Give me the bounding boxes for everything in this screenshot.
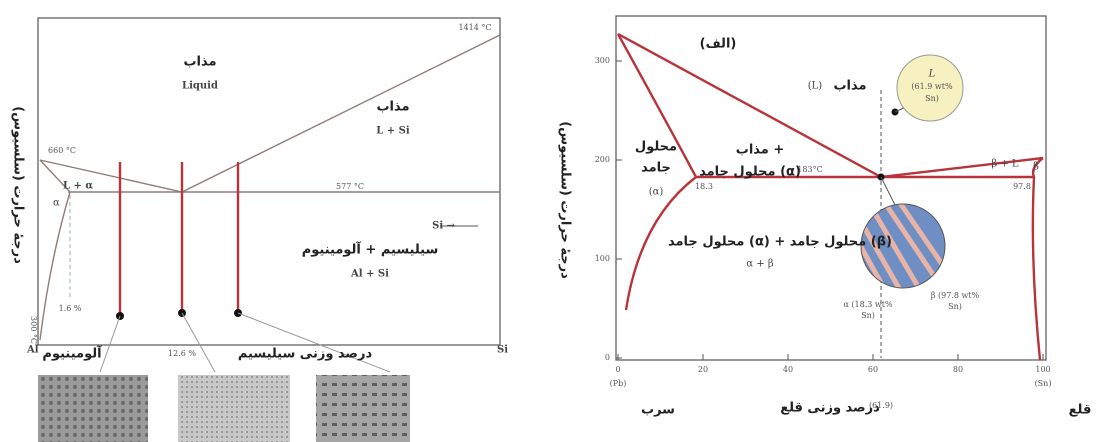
left-diagram-label: L + Si [376,126,410,137]
right-diagram-label: درصد وزنی قلع [780,401,880,416]
right-diagram-phase-line: 0 100 200 300 0 20 40 60 80 100 [595,56,1051,374]
right-diagram-label: جامد [641,161,671,176]
right-diagram-label: (الف) [700,37,737,52]
right-diagram-label: محلول جامد (α) [699,165,801,180]
right-diagram-panel [615,15,1047,361]
y-tick-label: 100 [595,254,610,263]
left-diagram-label: 1.6 % [59,304,82,313]
right-diagram-phase-line [1031,157,1044,361]
x-tick-label: 100 [1035,365,1050,374]
left-diagram-label: 1414 °C [458,23,491,32]
y-tick-label: 0 [605,353,610,362]
left-diagram-label: درصد وزنی سیلیسیم [238,347,373,362]
right-diagram-label: محلول جامد (α) + محلول جامد (β) [668,235,892,250]
right-diagram-label: (61.9) [869,401,893,410]
left-diagram-phase-line [99,315,121,373]
left-diagram-panel [37,17,501,346]
right-diagram-phase-line [880,176,896,206]
x-tick-label: 0 [615,365,620,374]
left-diagram-label: مذاب [376,100,409,115]
right-diagram-label: مذاب + [736,143,785,158]
left-diagram-panel [178,375,290,442]
right-diagram-label: 97.8 [1013,182,1031,191]
left-diagram-label: مذاب [183,55,216,70]
x-tick-label: 60 [868,365,878,374]
left-diagram-panel [316,375,410,442]
left-diagram-label: آلومینیوم [42,345,102,362]
left-diagram-phase-line [181,312,216,373]
right-diagram-label: α (18.3 wt% [843,300,892,309]
left-diagram-label: 300 °C [29,316,38,344]
right-diagram-label: درجهٔ حرارت (سلسیوس) [558,121,573,279]
right-diagram-label: (α) [649,187,664,198]
right-diagram-label: β (97.8 wt% [931,291,980,300]
left-diagram-label: α [53,198,60,209]
right-diagram-label: Sn) [948,302,962,311]
left-diagram-label: Si [497,345,508,356]
left-diagram-phase-line [237,312,391,373]
right-diagram-label: قلع [1069,403,1092,418]
right-diagram-label: α + β [746,259,773,270]
left-diagram-label: 12.6 % [168,349,196,358]
right-diagram-label: مذاب [833,79,866,94]
left-diagram-label: سیلیسیم + آلومینیوم [302,241,439,258]
x-tick-label: 80 [953,365,963,374]
left-diagram-phase-line [39,159,71,341]
right-diagram-marker [860,203,946,289]
right-diagram-label: محلول [635,140,677,155]
y-tick-label: 200 [595,155,610,164]
x-tick-label: 20 [698,365,708,374]
right-diagram-marker [896,54,964,122]
left-diagram-label: Liquid [182,81,218,92]
right-diagram-label: (Pb) [610,379,627,388]
right-diagram-label: β + L [991,159,1019,170]
right-diagram-phase-line [861,204,945,288]
left-diagram-phase-line: درجهٔ حرارت (سلسیوس) مذاب Liquid 1414 °C… [11,17,508,442]
left-diagram-label: 577 °C [336,182,364,191]
right-diagram-phase-line [861,204,945,288]
right-diagram-label: Sn) [925,94,939,103]
right-diagram-label: (61.9 wt% [911,82,953,91]
right-diagram-phase-line: 0 100 200 300 0 20 40 60 80 100 درجهٔ حرارت (سلسی… [558,15,1092,418]
right-diagram-label: 18.3 [695,182,713,191]
right-diagram-label: Sn) [861,311,875,320]
x-tick-label: 40 [783,365,793,374]
left-diagram-label: Si → [432,221,456,232]
left-diagram-panel [38,375,148,442]
left-diagram-label: درجهٔ حرارت (سلسیوس) [11,106,26,264]
left-diagram-label: Al [26,345,39,356]
right-diagram-label: (L) [808,81,823,92]
right-diagram-label: 183°C [797,165,822,174]
right-diagram-label: L [928,69,936,80]
right-diagram-label: سرب [641,403,675,418]
left-diagram-label: 660 °C [48,146,76,155]
left-diagram-label: L + α [63,181,93,192]
right-diagram-label: (Sn) [1035,379,1052,388]
left-diagram-label: Al + Si [350,269,389,280]
y-tick-label: 300 [595,56,610,65]
right-diagram-phase-line [616,33,698,311]
right-diagram-label: β [1033,162,1039,173]
